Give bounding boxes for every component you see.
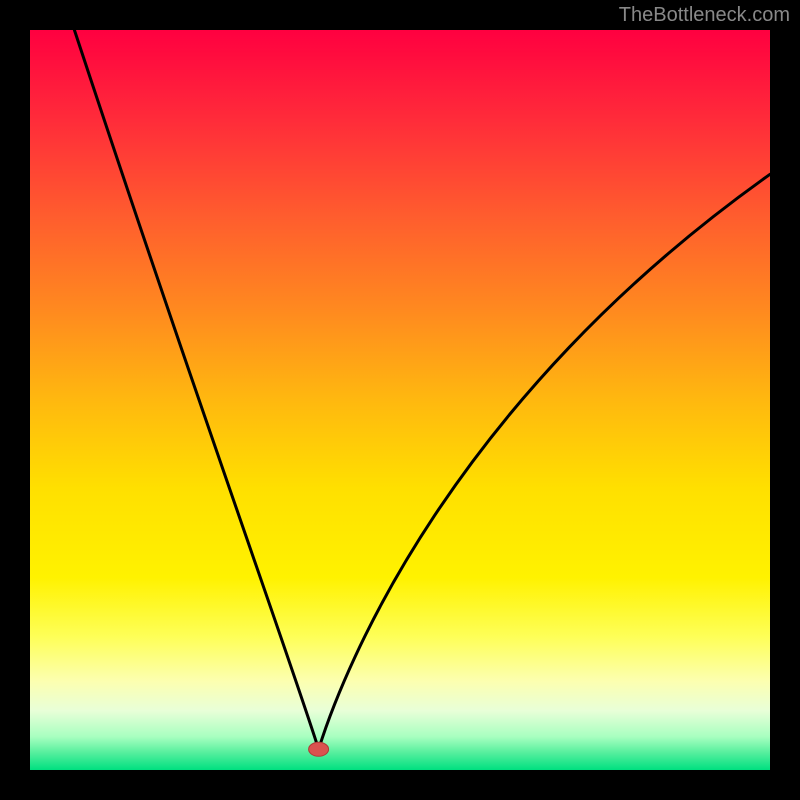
optimum-marker bbox=[309, 742, 329, 756]
chart-svg bbox=[30, 30, 770, 770]
gradient-background bbox=[30, 30, 770, 770]
plot-area bbox=[30, 30, 770, 770]
watermark-text: TheBottleneck.com bbox=[619, 4, 790, 27]
chart-container: TheBottleneck.com bbox=[0, 0, 800, 800]
